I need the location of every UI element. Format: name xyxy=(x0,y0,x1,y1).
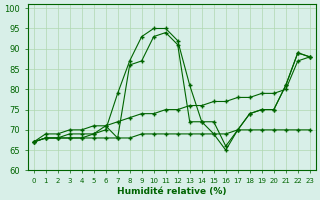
X-axis label: Humidité relative (%): Humidité relative (%) xyxy=(117,187,227,196)
